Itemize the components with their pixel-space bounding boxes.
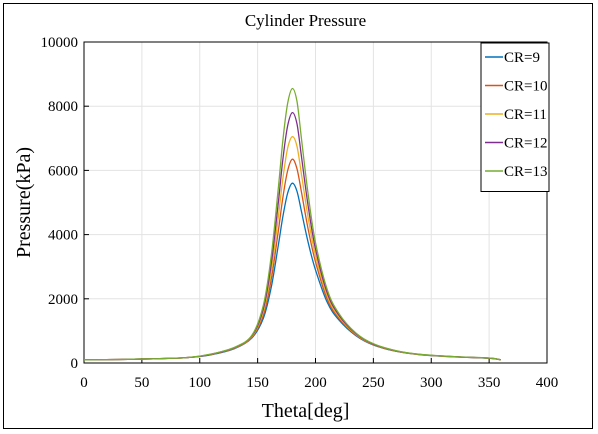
legend-label: CR=10 [504,79,547,95]
legend-label: CR=9 [504,50,540,66]
y-tick-label: 10000 [41,35,79,51]
series-line [83,158,501,361]
series-line [83,87,501,361]
x-axis-label: Theta[deg] [262,400,350,422]
legend-label: CR=12 [504,136,547,152]
chart-title: Cylinder Pressure [245,11,366,30]
x-tick-label: 350 [478,375,501,391]
x-tick-label: 250 [362,375,385,391]
x-tick-label: 100 [189,375,212,391]
x-tick-label: 0 [80,375,88,391]
series-layer [83,87,501,361]
legend: CR=9 CR=10 CR=11 CR=12 CR=13 [480,42,550,192]
x-tick-label: 300 [420,375,443,391]
x-tick-label: 200 [304,375,327,391]
x-tick-label: 400 [536,375,559,391]
legend-box [480,42,550,192]
y-tick-label: 0 [71,356,79,372]
x-tick-label: 150 [246,375,269,391]
series-line [83,182,501,361]
y-axis-label: Pressure(kPa) [13,147,35,258]
y-tick-label: 4000 [48,228,78,244]
y-tick-label: 6000 [48,163,78,179]
y-tick-label: 2000 [48,292,78,308]
legend-label: CR=11 [504,107,547,123]
legend-label: CR=13 [504,164,547,180]
y-tick-label: 8000 [48,99,78,115]
x-tick-label: 50 [134,375,149,391]
series-line [83,111,501,361]
grid-layer [83,41,548,364]
